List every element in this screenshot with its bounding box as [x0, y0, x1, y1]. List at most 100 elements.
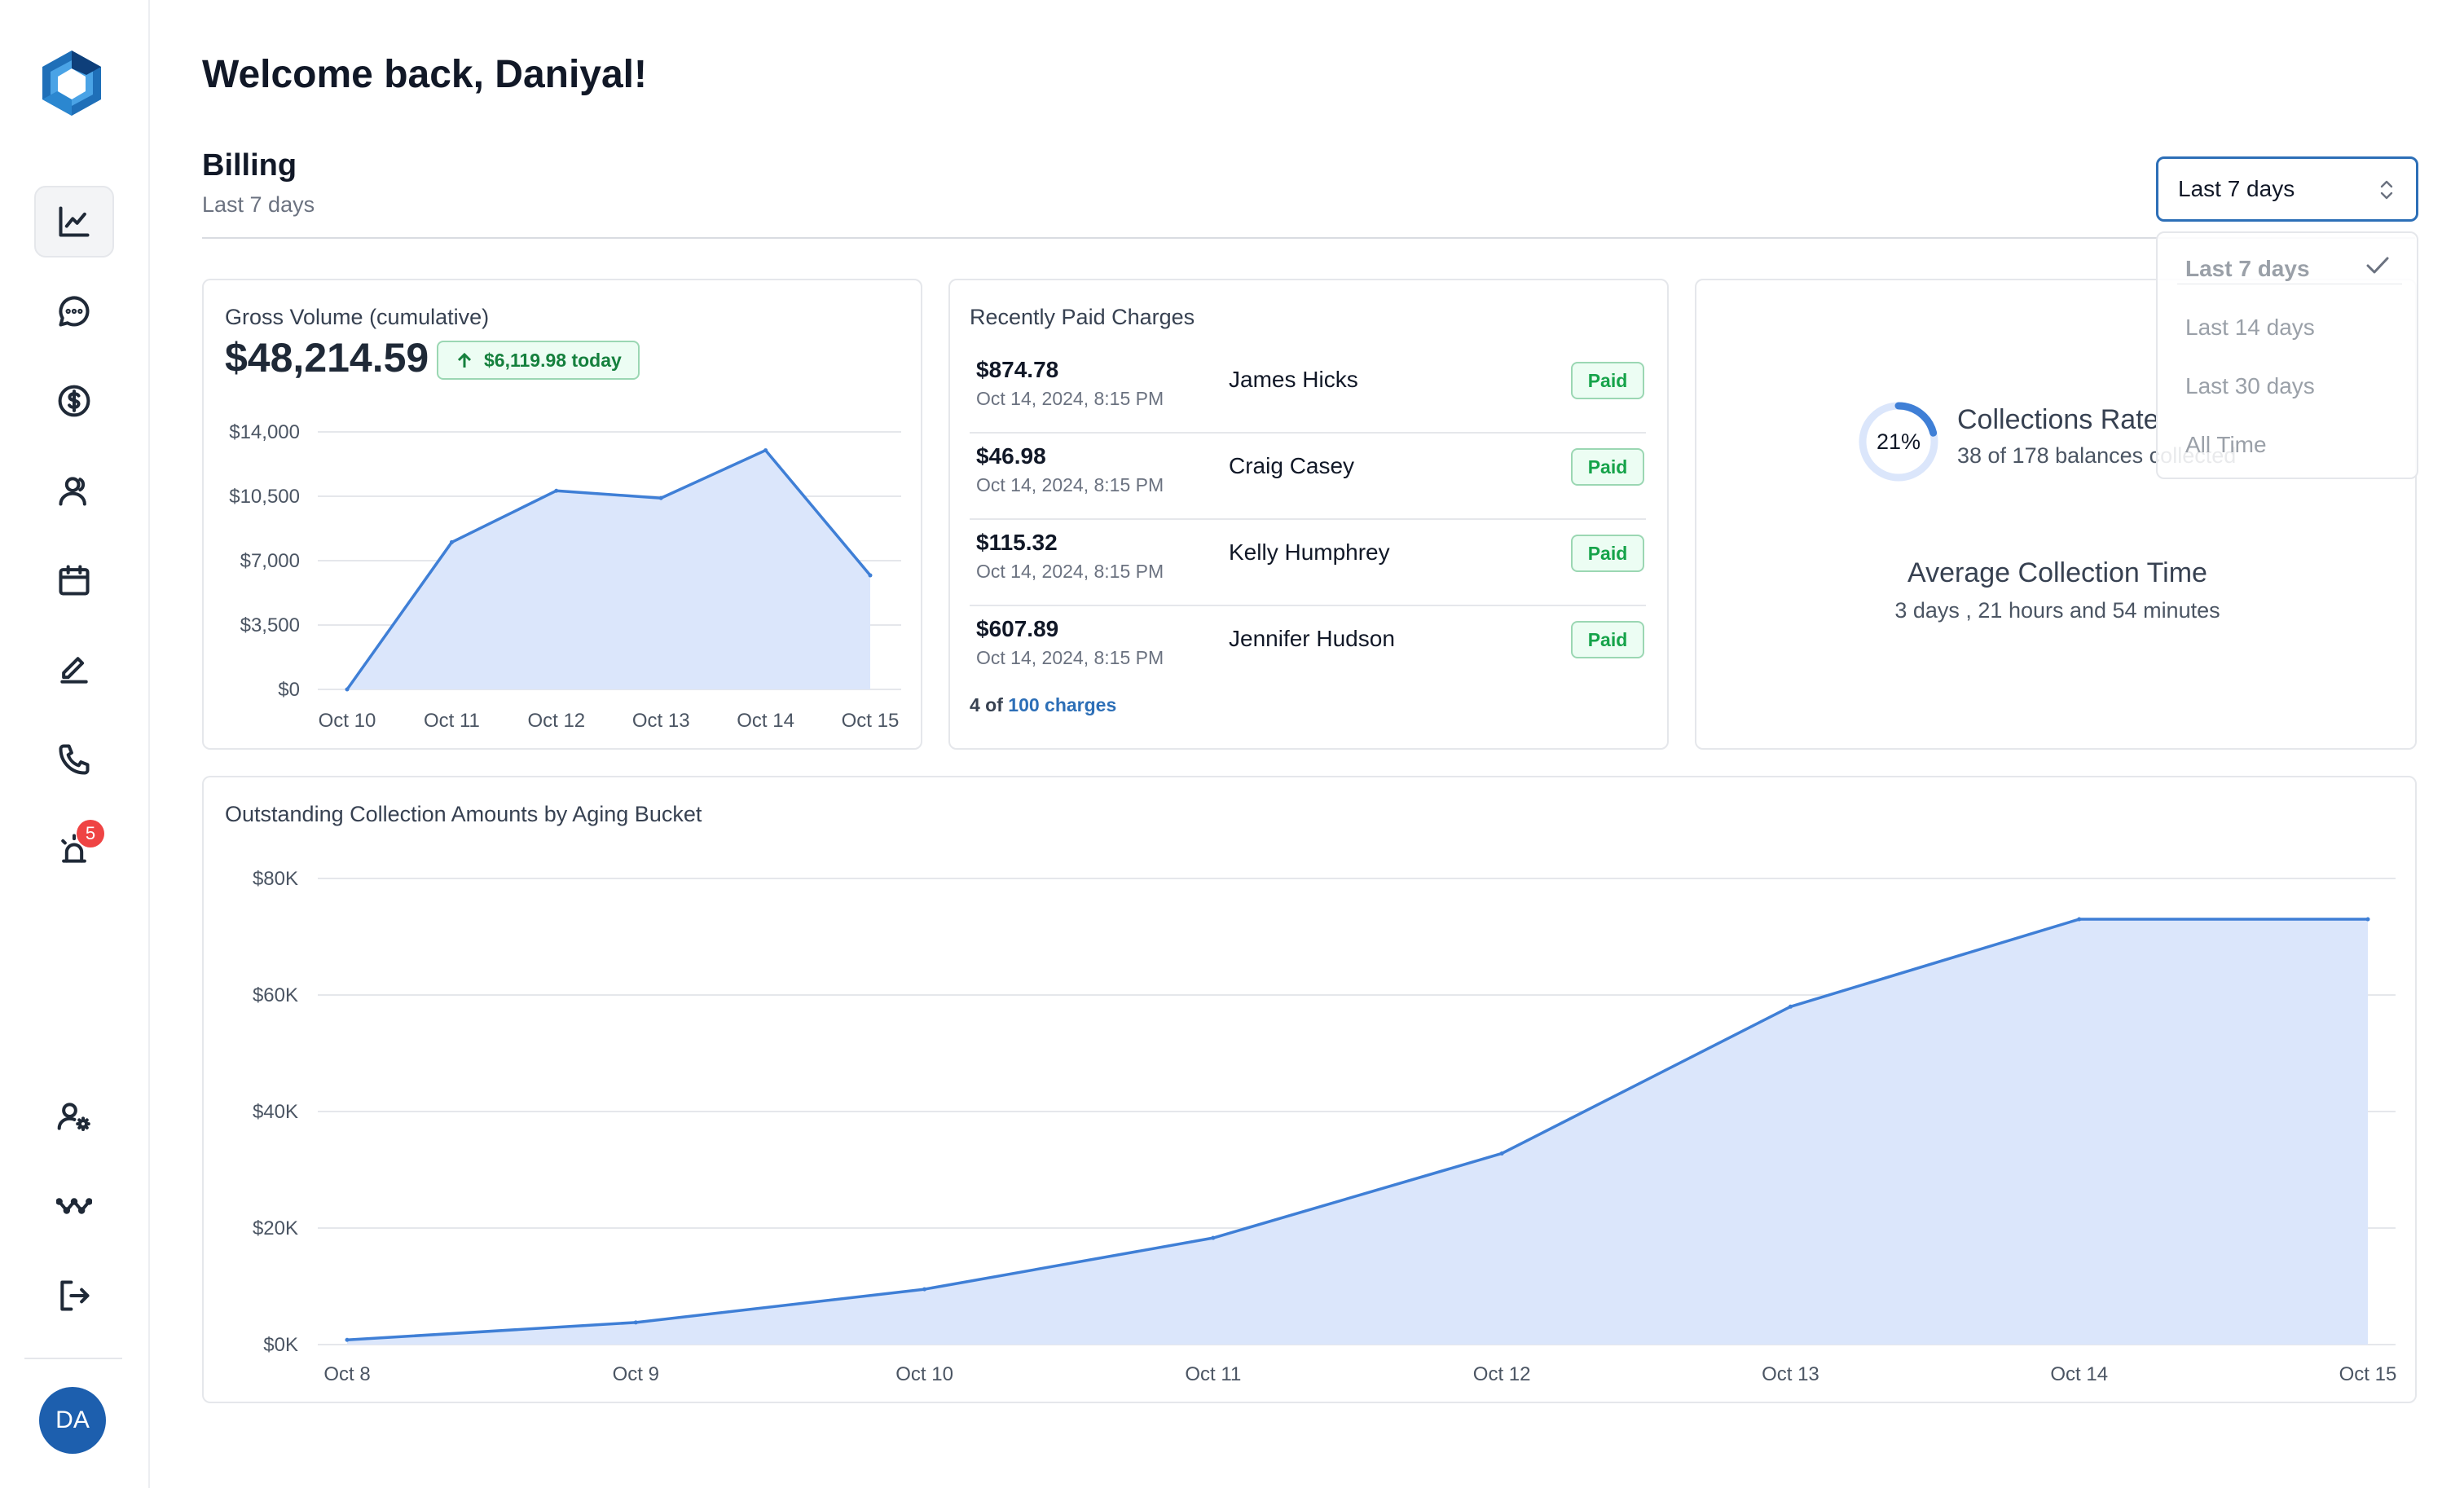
aging-y-tick: $40K: [253, 1101, 298, 1123]
sidebar-item-activity[interactable]: [34, 1170, 114, 1242]
table-row[interactable]: $46.98 Oct 14, 2024, 8:15 PM Craig Casey Pa…: [970, 434, 1646, 520]
gross-volume-point: [658, 495, 663, 500]
logo-icon[interactable]: [37, 49, 106, 117]
collections-rate-percent: 21%: [1876, 429, 1921, 454]
gross-volume-x-tick: Oct 14: [737, 710, 794, 732]
aging-bucket-title: Outstanding Collection Amounts by Aging …: [225, 802, 702, 826]
charge-payer-name: Kelly Humphrey: [1229, 539, 1390, 565]
charges-count: 4 of: [970, 694, 1003, 715]
header-divider: [202, 237, 2415, 239]
table-row[interactable]: $115.32 Oct 14, 2024, 8:15 PM Kelly Humphr…: [970, 520, 1646, 606]
gross-volume-x-tick: Oct 13: [632, 710, 690, 732]
gross-volume-x-tick: Oct 11: [424, 710, 480, 732]
sidebar-item-calendar[interactable]: [34, 544, 114, 616]
charge-payer-name: Jennifer Hudson: [1229, 626, 1395, 651]
dollar-circle-icon: [58, 385, 90, 417]
charge-amount: $874.78: [976, 357, 1059, 382]
user-settings-icon: [57, 1103, 90, 1131]
date-range-select[interactable]: Last 7 days: [2156, 156, 2418, 222]
charges-footer: 4 of 100 charges: [970, 694, 1116, 716]
gross-volume-y-tick: $3,500: [240, 614, 300, 636]
aging-y-tick: $0K: [263, 1334, 298, 1356]
sidebar-item-logout[interactable]: [34, 1260, 114, 1332]
charge-amount: $607.89: [976, 616, 1059, 641]
gross-volume-point: [449, 539, 454, 544]
calendar-icon: [59, 565, 90, 596]
aging-series-line: [346, 918, 2368, 1342]
gross-volume-x-tick: Oct 12: [527, 710, 585, 732]
notification-badge: 5: [77, 820, 104, 847]
sidebar-item-dashboard[interactable]: [34, 186, 114, 258]
sidebar-item-account-settings[interactable]: [34, 1081, 114, 1152]
gross-volume-x-tick: Oct 15: [842, 710, 900, 732]
aging-y-tick: $60K: [253, 984, 298, 1006]
aging-bucket-card: Outstanding Collection Amounts by Aging …: [202, 776, 2417, 1403]
menu-item-last-7-days[interactable]: Last 7 days: [2185, 256, 2310, 281]
aging-y-tick: $80K: [253, 868, 298, 890]
chart-line-icon: [59, 206, 90, 237]
gross-volume-amount: $48,214.59: [225, 335, 429, 381]
gross-volume-chart: $0 $3,500 $7,000 $10,500 $14,000 Oct 10 Oct 11…: [229, 421, 901, 732]
menu-item-last-14-days[interactable]: Last 14 days: [2185, 315, 2315, 340]
status-badge: Paid: [1571, 448, 1644, 486]
sidebar-item-calls[interactable]: [34, 724, 114, 795]
aging-y-tick: $20K: [253, 1217, 298, 1239]
aging-x-tick: Oct 12: [1473, 1363, 1531, 1385]
gross-volume-title: Gross Volume (cumulative): [225, 305, 490, 329]
table-row[interactable]: $874.78 Oct 14, 2024, 8:15 PM James Hicks P…: [970, 347, 1646, 434]
aging-point: [1211, 1235, 1216, 1240]
recent-charges-title: Recently Paid Charges: [970, 305, 1195, 329]
activity-icon: [56, 1198, 92, 1214]
sidebar-item-messages[interactable]: [34, 275, 114, 347]
status-badge: Paid: [1571, 362, 1644, 399]
aging-x-tick: Oct 9: [613, 1363, 659, 1385]
table-row[interactable]: $607.89 Oct 14, 2024, 8:15 PM Jennifer Hud…: [970, 606, 1646, 693]
charge-amount: $115.32: [976, 530, 1058, 555]
gross-volume-y-tick: $10,500: [229, 486, 300, 508]
avg-collection-title: Average Collection Time: [1907, 557, 2207, 588]
aging-x-tick: Oct 11: [1185, 1363, 1241, 1385]
status-badge: Paid: [1571, 621, 1644, 658]
section-subtitle: Last 7 days: [202, 192, 315, 217]
charge-amount: $46.98: [976, 443, 1046, 469]
avatar[interactable]: DA: [39, 1387, 106, 1454]
date-range-menu: Last 7 days Last 14 days Last 30 days Al…: [2156, 231, 2418, 479]
gross-volume-point: [554, 488, 559, 493]
charge-payer-name: Craig Casey: [1229, 453, 1355, 478]
charge-date: Oct 14, 2024, 8:15 PM: [976, 474, 1164, 495]
section-title: Billing: [202, 148, 297, 183]
aging-point: [633, 1320, 638, 1325]
ring-progress: [1859, 402, 1938, 482]
gross-volume-point: [763, 448, 768, 453]
today-change-label: $6,119.98 today: [484, 349, 622, 371]
sidebar-item-patients[interactable]: [34, 455, 114, 526]
all-charges-link[interactable]: 100 charges: [1008, 694, 1117, 715]
charge-date: Oct 14, 2024, 8:15 PM: [976, 561, 1164, 582]
sidebar-divider: [24, 1358, 122, 1359]
gross-volume-y-tick: $7,000: [240, 550, 300, 572]
aging-x-tick: Oct 15: [2339, 1363, 2397, 1385]
sidebar-item-alerts[interactable]: 5: [34, 813, 114, 885]
check-icon: [2366, 257, 2389, 274]
aging-point: [1499, 1151, 1504, 1156]
sidebar-item-billing[interactable]: [34, 365, 114, 437]
pen-icon: [60, 657, 88, 684]
sidebar-item-notes[interactable]: [34, 634, 114, 706]
aging-x-tick: Oct 13: [1762, 1363, 1819, 1385]
menu-item-last-30-days[interactable]: Last 30 days: [2185, 373, 2315, 398]
aging-x-tick: Oct 14: [2050, 1363, 2108, 1385]
aging-point: [1788, 1004, 1793, 1009]
chat-bubble-icon: [59, 296, 90, 327]
recent-charges-card: Recently Paid Charges $874.78 Oct 14, 202…: [948, 279, 1669, 750]
today-change-badge: $6,119.98 today: [437, 341, 640, 380]
gross-volume-area: [347, 450, 870, 689]
aging-x-tick: Oct 10: [895, 1363, 953, 1385]
aging-area: [347, 919, 2368, 1345]
menu-item-all-time[interactable]: All Time: [2185, 432, 2267, 457]
sidebar: 5 DA: [0, 0, 150, 1488]
gross-volume-series-line: [345, 448, 872, 691]
avg-collection-value: 3 days , 21 hours and 54 minutes: [1894, 598, 2220, 623]
aging-x-tick: Oct 8: [323, 1363, 370, 1385]
charge-date: Oct 14, 2024, 8:15 PM: [976, 647, 1164, 668]
gross-volume-card: Gross Volume (cumulative) $48,214.59 $6,…: [202, 279, 922, 750]
